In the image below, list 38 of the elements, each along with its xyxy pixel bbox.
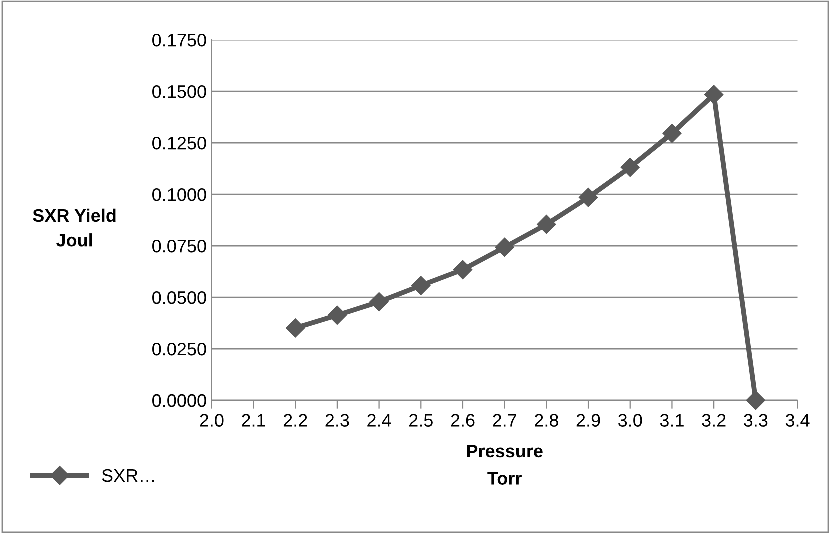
x-tick-label: 2.2 bbox=[284, 414, 308, 427]
point bbox=[746, 390, 766, 410]
point bbox=[578, 188, 598, 208]
x-tick-label: 2.3 bbox=[326, 414, 350, 427]
point bbox=[662, 124, 682, 144]
y-tick-label: 0.1500 bbox=[152, 85, 206, 98]
x-tick-label: 3.0 bbox=[618, 414, 642, 427]
y-axis-title: SXR Yield Joul bbox=[33, 208, 116, 247]
y-tick-label: 0.0250 bbox=[152, 342, 206, 356]
x-tick-label: 2.5 bbox=[410, 414, 433, 427]
x-tick-label: 3.2 bbox=[702, 414, 726, 427]
point bbox=[537, 215, 556, 234]
x-tick-label: 2.9 bbox=[576, 414, 600, 427]
x-tick-label: 3.4 bbox=[786, 414, 810, 427]
point bbox=[370, 292, 389, 312]
point bbox=[412, 276, 431, 296]
x-tick-label: 2.0 bbox=[200, 414, 224, 427]
y-tick-label: 0.0000 bbox=[152, 394, 206, 408]
x-tick-label: 3.1 bbox=[660, 414, 684, 427]
x-tick-label: 2.8 bbox=[535, 414, 558, 427]
x-tick-label: 2.4 bbox=[368, 414, 392, 427]
y-tick-label: 0.0750 bbox=[152, 240, 206, 253]
point bbox=[620, 158, 640, 178]
x-axis-title: Pressure Torr bbox=[467, 445, 543, 485]
legend-label: SXR… bbox=[102, 469, 154, 482]
point bbox=[286, 318, 306, 338]
x-tick-label: 2.7 bbox=[493, 414, 516, 427]
y-tick-label: 0.1000 bbox=[152, 188, 206, 202]
x-tick-label: 2.1 bbox=[242, 414, 266, 427]
point bbox=[704, 85, 724, 104]
x-tick-label: 3.3 bbox=[744, 414, 768, 427]
point bbox=[453, 260, 473, 280]
y-tick-label: 0.1750 bbox=[152, 34, 206, 47]
point bbox=[495, 238, 514, 257]
y-tick-label: 0.1250 bbox=[152, 136, 206, 150]
x-tick-label: 2.6 bbox=[451, 414, 475, 427]
point bbox=[328, 306, 347, 325]
y-tick-label: 0.0500 bbox=[152, 291, 206, 304]
